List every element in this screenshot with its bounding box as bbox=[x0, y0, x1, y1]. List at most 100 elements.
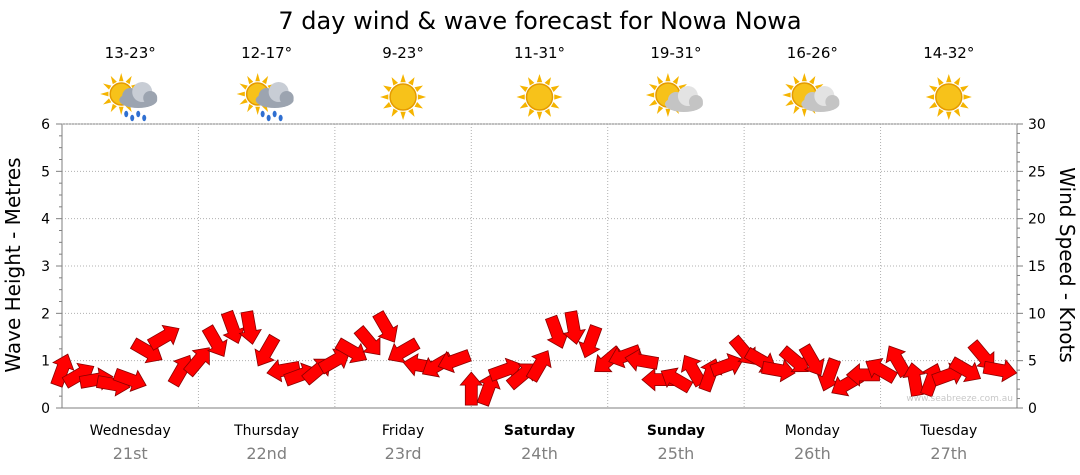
partly-cloudy-icon bbox=[782, 73, 840, 117]
partly-cloudy-icon bbox=[645, 73, 703, 117]
wind-arrow bbox=[624, 348, 660, 372]
sun-ray bbox=[793, 105, 800, 115]
wave-height-axis: 0 1 2 3 4 5 6 bbox=[41, 117, 62, 417]
raindrop bbox=[124, 110, 129, 118]
wind-arrow bbox=[948, 356, 982, 383]
sun-ray bbox=[648, 84, 658, 91]
sun-ray bbox=[809, 75, 816, 85]
left-tick-label: 6 bbox=[41, 117, 50, 133]
cloud-shape bbox=[119, 82, 158, 108]
wind-arrow bbox=[238, 310, 262, 345]
sun-ray bbox=[110, 75, 117, 85]
day-temperature: 19-31° bbox=[650, 44, 701, 62]
sun-ray bbox=[550, 85, 560, 92]
cloud-shape bbox=[664, 86, 703, 112]
wind-arrow bbox=[334, 337, 368, 364]
rain-showers-icon bbox=[100, 73, 158, 122]
sun-ray bbox=[648, 99, 658, 106]
day-name-label: Monday bbox=[785, 423, 840, 439]
left-tick-label: 2 bbox=[41, 306, 50, 322]
left-tick-label: 4 bbox=[41, 212, 50, 228]
raindrop bbox=[130, 114, 135, 122]
wind-arrow bbox=[476, 372, 501, 407]
sun-ray bbox=[801, 108, 807, 117]
wind-arrow bbox=[50, 353, 75, 388]
day-labels: Wednesday 21st Thursday 22nd Friday 23rd Satur… bbox=[90, 423, 978, 463]
sun-ray bbox=[645, 92, 655, 98]
sunny-icon bbox=[516, 74, 563, 120]
raindrop bbox=[266, 114, 271, 122]
wind-arrow bbox=[660, 367, 694, 394]
wind-arrow bbox=[182, 347, 210, 378]
cloud-shape bbox=[255, 82, 294, 108]
chart-grid bbox=[62, 123, 1017, 408]
cloud-puff bbox=[825, 95, 840, 109]
sun-ray bbox=[785, 84, 794, 91]
wind-arrow bbox=[608, 344, 643, 369]
sun-ray bbox=[516, 94, 525, 100]
sun-ray bbox=[118, 73, 124, 82]
left-axis-title: Wave Height - Metres bbox=[1, 157, 25, 372]
wind-arrows-series bbox=[50, 309, 1018, 407]
chart-title: 7 day wind & wave forecast for Nowa Nowa bbox=[278, 7, 801, 35]
wind-arrow bbox=[112, 367, 147, 392]
wind-arrow bbox=[266, 359, 301, 383]
day-temperature: 16-26° bbox=[787, 44, 838, 62]
sun-ray bbox=[554, 94, 563, 100]
sun-disc bbox=[389, 83, 417, 111]
wind-arrow bbox=[865, 358, 899, 384]
day-name-label: Friday bbox=[382, 423, 424, 439]
sun-ray bbox=[247, 103, 254, 113]
sun-ray bbox=[380, 94, 389, 100]
sun-ray bbox=[953, 77, 961, 86]
sun-ray bbox=[519, 102, 529, 109]
sun-ray bbox=[247, 75, 254, 85]
daily-weather-row: 13-23° 12-17° 9-23° 11-31° 19-31° 16-26° 14-32… bbox=[100, 44, 974, 122]
sun-ray bbox=[946, 74, 952, 83]
sun-ray bbox=[255, 106, 260, 115]
sun-ray bbox=[536, 74, 543, 83]
day-name-label: Tuesday bbox=[919, 423, 977, 439]
wind-arrow bbox=[317, 348, 351, 375]
sun-ray bbox=[383, 102, 392, 109]
day-name-label: Saturday bbox=[504, 423, 575, 439]
right-tick-label: 20 bbox=[1028, 212, 1046, 228]
day-temperature: 12-17° bbox=[241, 44, 292, 62]
wind-arrow bbox=[437, 349, 472, 374]
right-tick-label: 15 bbox=[1028, 259, 1046, 275]
sun-ray bbox=[793, 75, 800, 85]
sun-ray bbox=[953, 108, 961, 117]
sun-ray bbox=[118, 106, 124, 115]
sun-ray bbox=[400, 74, 406, 83]
sun-ray bbox=[414, 85, 423, 92]
sun-ray bbox=[239, 98, 248, 105]
sun-ray bbox=[665, 108, 671, 117]
raindrop bbox=[136, 110, 141, 118]
sun-ray bbox=[656, 105, 664, 115]
sun-ray bbox=[960, 102, 969, 109]
sun-ray bbox=[519, 85, 529, 92]
sun-ray bbox=[391, 77, 399, 86]
day-date-label: 24th bbox=[521, 444, 558, 463]
sun-ray bbox=[414, 102, 423, 109]
sun-ray bbox=[544, 108, 551, 117]
day-date-label: 26th bbox=[794, 444, 831, 463]
sun-ray bbox=[262, 75, 269, 85]
cloud-puff bbox=[143, 91, 158, 105]
right-tick-label: 0 bbox=[1028, 401, 1037, 417]
wind-arrow bbox=[761, 359, 796, 383]
right-axis-title: Wind Speed - Knots bbox=[1055, 167, 1079, 363]
wind-arrow bbox=[372, 310, 399, 343]
day-temperature: 9-23° bbox=[382, 44, 424, 62]
day-name-label: Thursday bbox=[233, 423, 299, 439]
wind-arrow bbox=[525, 350, 552, 383]
sun-ray bbox=[550, 102, 560, 109]
left-tick-label: 3 bbox=[41, 259, 50, 275]
sunny-icon bbox=[925, 74, 972, 120]
sun-ray bbox=[656, 75, 664, 85]
wind-arrow bbox=[798, 343, 825, 376]
wind-arrow bbox=[201, 324, 228, 357]
sun-ray bbox=[937, 77, 944, 86]
cloud-puff bbox=[279, 91, 294, 105]
day-temperature: 11-31° bbox=[514, 44, 565, 62]
